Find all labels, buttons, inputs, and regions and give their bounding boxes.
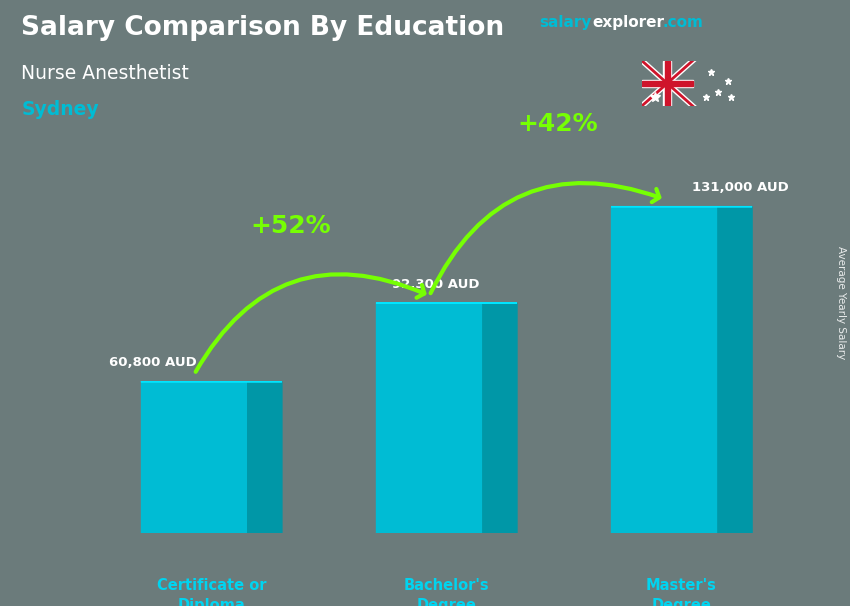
Text: Sydney: Sydney <box>21 100 99 119</box>
Bar <box>642 81 693 85</box>
Text: Salary Comparison By Education: Salary Comparison By Education <box>21 15 504 41</box>
Text: 60,800 AUD: 60,800 AUD <box>109 356 196 369</box>
Text: 92,300 AUD: 92,300 AUD <box>392 278 479 291</box>
Polygon shape <box>483 303 517 533</box>
Text: .com: .com <box>662 15 703 30</box>
Text: Average Yearly Salary: Average Yearly Salary <box>836 247 846 359</box>
Polygon shape <box>376 303 483 533</box>
Text: explorer: explorer <box>592 15 665 30</box>
Polygon shape <box>141 382 247 533</box>
Polygon shape <box>247 382 282 533</box>
Polygon shape <box>611 207 718 533</box>
Bar <box>642 79 693 87</box>
Text: Certificate or
Diploma: Certificate or Diploma <box>156 578 266 606</box>
Polygon shape <box>718 207 752 533</box>
Text: +52%: +52% <box>250 214 331 238</box>
Bar <box>663 61 672 106</box>
Text: Nurse Anesthetist: Nurse Anesthetist <box>21 64 189 82</box>
Text: salary: salary <box>540 15 592 30</box>
Text: 131,000 AUD: 131,000 AUD <box>692 181 789 194</box>
Bar <box>665 61 670 106</box>
Text: Master's
Degree: Master's Degree <box>646 578 717 606</box>
Text: Bachelor's
Degree: Bachelor's Degree <box>404 578 490 606</box>
Text: +42%: +42% <box>518 112 598 136</box>
